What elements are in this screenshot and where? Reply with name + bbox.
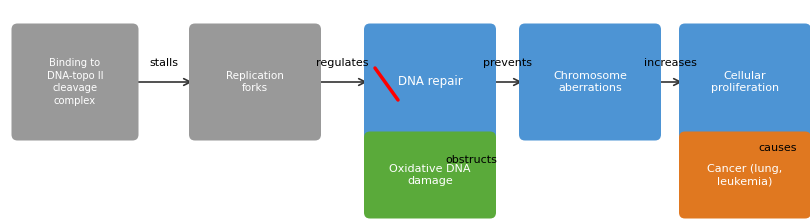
Text: regulates: regulates (316, 58, 369, 68)
FancyBboxPatch shape (189, 24, 321, 140)
Text: prevents: prevents (484, 58, 532, 68)
Text: causes: causes (758, 143, 796, 153)
Text: Replication
forks: Replication forks (226, 71, 284, 93)
FancyBboxPatch shape (364, 131, 496, 218)
FancyBboxPatch shape (11, 24, 139, 140)
Text: stalls: stalls (150, 58, 178, 68)
Text: Binding to
DNA-topo II
cleavage
complex: Binding to DNA-topo II cleavage complex (47, 58, 103, 106)
Text: DNA repair: DNA repair (398, 75, 463, 88)
Text: Chromosome
aberrations: Chromosome aberrations (553, 71, 627, 93)
Text: obstructs: obstructs (445, 155, 497, 165)
FancyBboxPatch shape (364, 24, 496, 140)
Text: Cellular
proliferation: Cellular proliferation (711, 71, 779, 93)
Text: Cancer (lung,
leukemia): Cancer (lung, leukemia) (707, 164, 782, 186)
Text: increases: increases (644, 58, 697, 68)
FancyBboxPatch shape (679, 131, 810, 218)
FancyBboxPatch shape (519, 24, 661, 140)
Text: Oxidative DNA
damage: Oxidative DNA damage (390, 164, 471, 186)
FancyBboxPatch shape (679, 24, 810, 140)
